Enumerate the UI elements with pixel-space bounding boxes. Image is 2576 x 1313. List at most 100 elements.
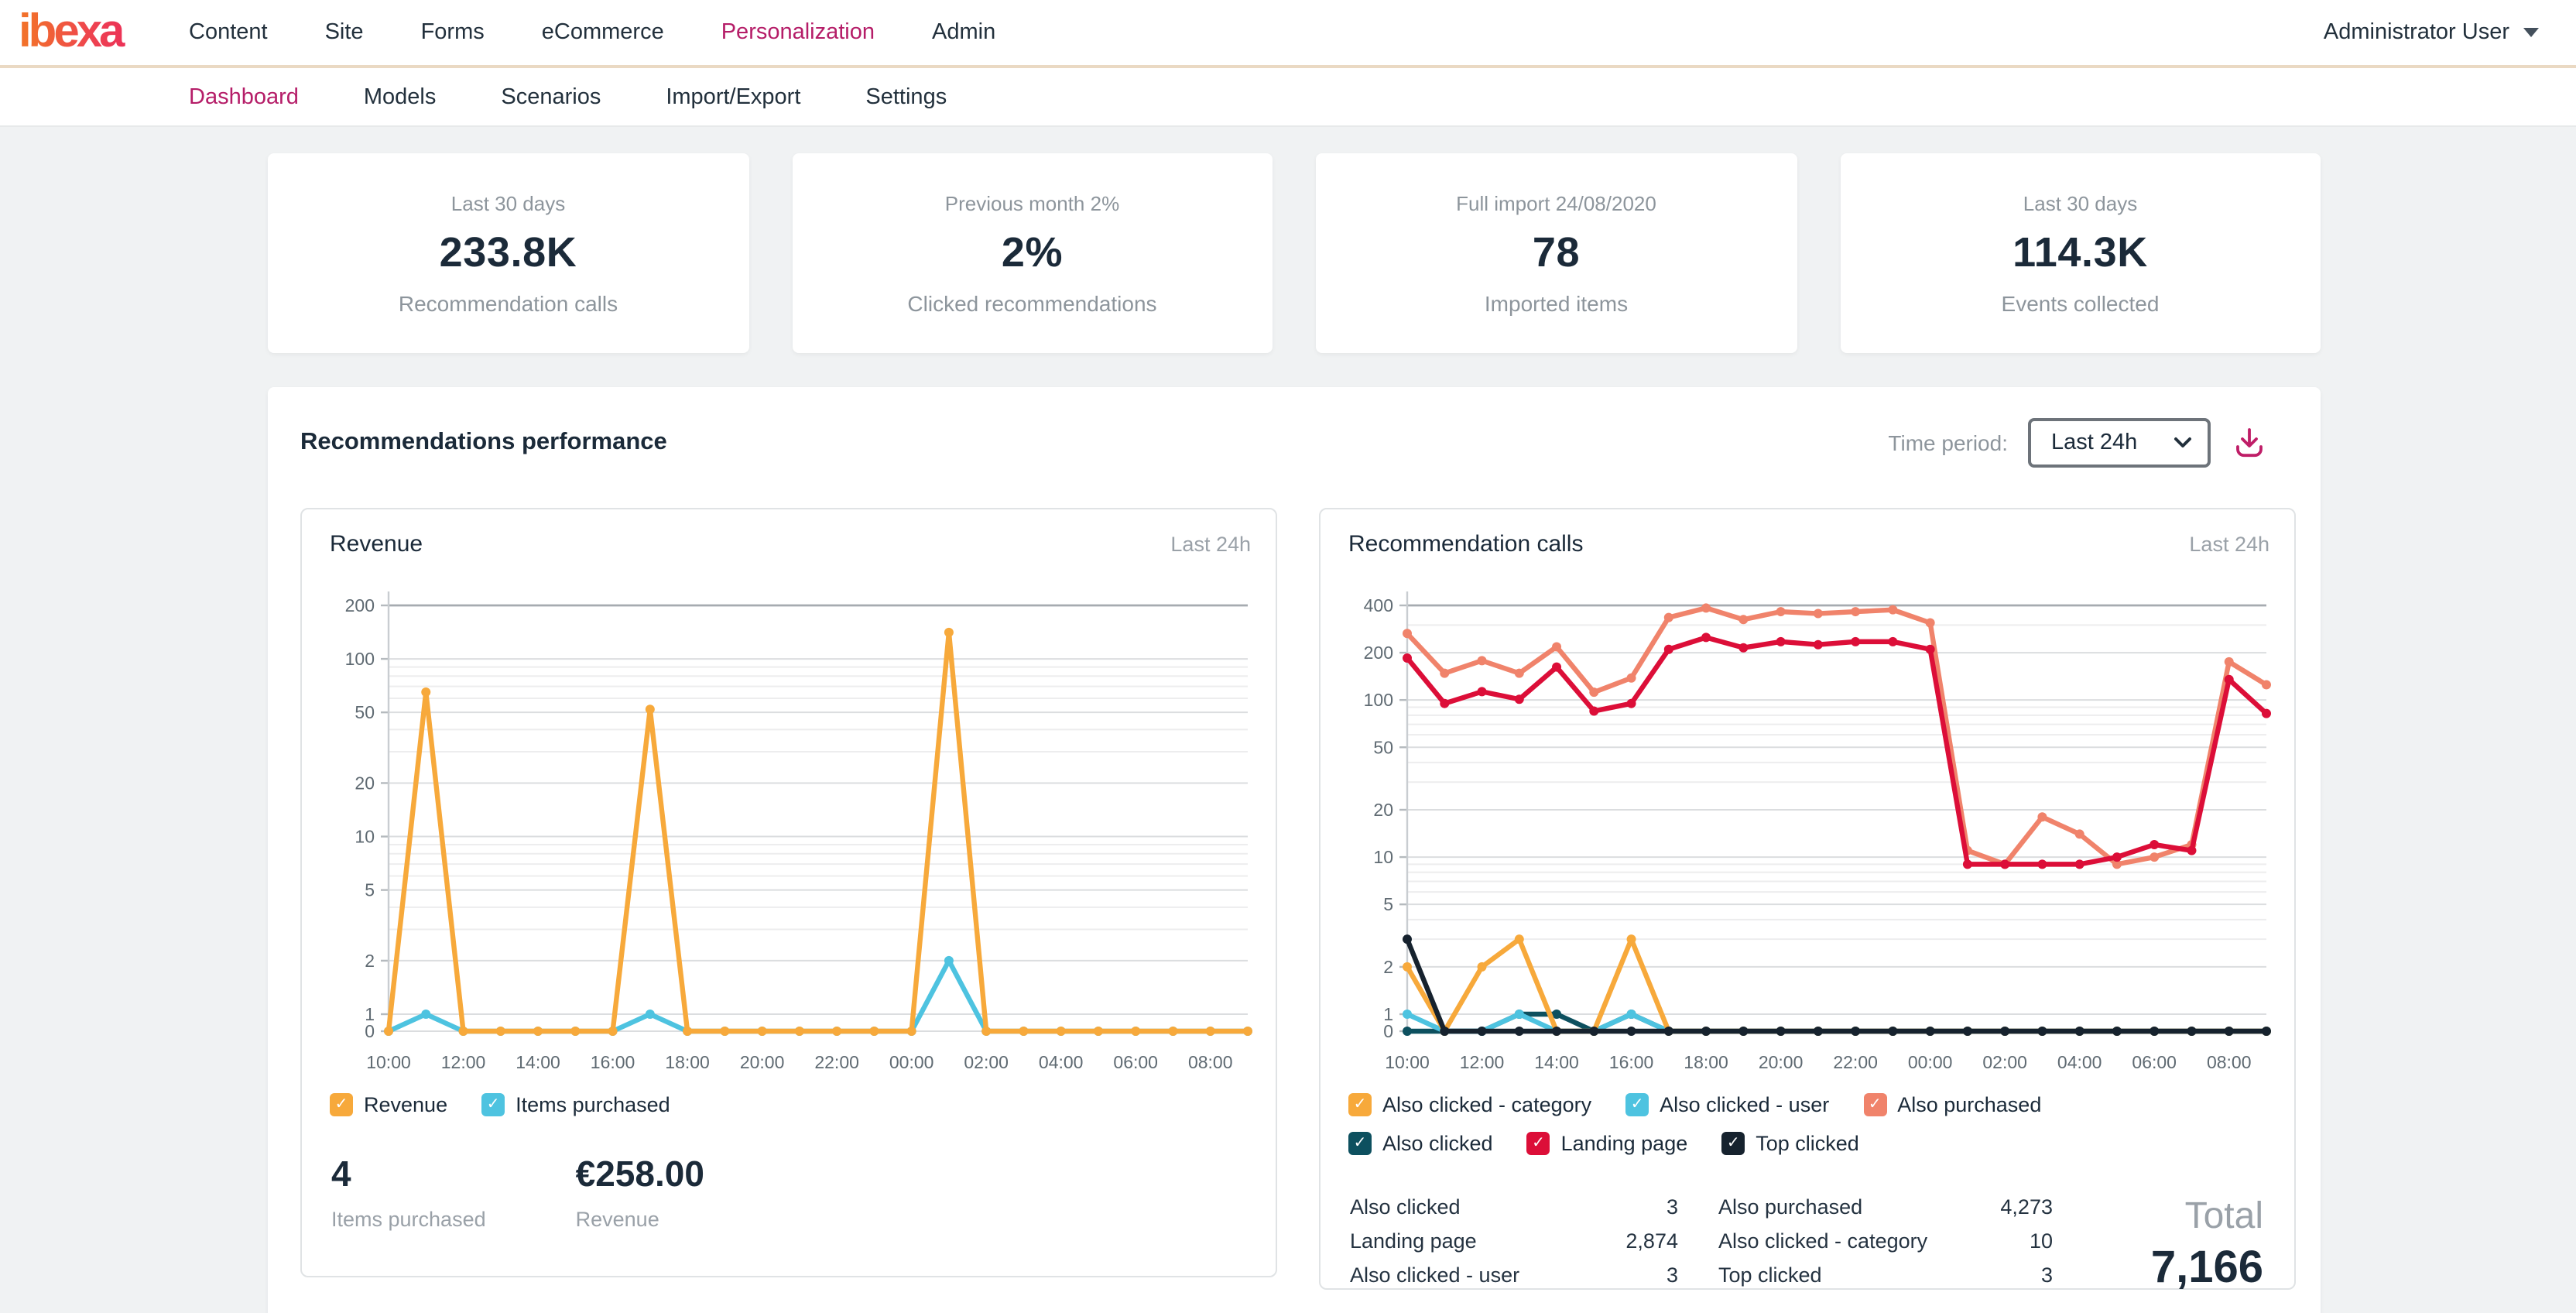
checkbox-checked-icon[interactable]: ✓ [1721, 1132, 1745, 1155]
summary-value: 4,273 [2000, 1195, 2053, 1219]
revenue-summary: 4 Items purchased €258.00 Revenue [324, 1154, 1254, 1231]
user-menu[interactable]: Administrator User [2324, 20, 2539, 45]
x-tick-label: 08:00 [2207, 1052, 2252, 1072]
nav-item-ecommerce[interactable]: eCommerce [541, 20, 664, 45]
series-point-top-clicked [1440, 1027, 1450, 1036]
recommendations-performance-section: Recommendations performance Time period:… [268, 387, 2321, 1313]
summary-label: Landing page [1350, 1229, 1477, 1253]
legend-item-also-clicked-user[interactable]: ✓ Also clicked - user [1625, 1093, 1829, 1116]
checkbox-checked-icon[interactable]: ✓ [1863, 1093, 1887, 1116]
time-period-select[interactable]: Last 24h [2028, 418, 2211, 468]
stat-card-events-collected: Last 30 days 114.3K Events collected [1840, 153, 2321, 353]
x-tick-label: 04:00 [1039, 1052, 1084, 1072]
y-tick-label: 50 [1373, 737, 1393, 757]
nav-item-content[interactable]: Content [189, 20, 268, 45]
calls-legend: ✓ Also clicked - category ✓ Also clicked - … [1342, 1093, 2209, 1155]
series-point-also-purchased [1888, 605, 1898, 615]
legend-item-revenue[interactable]: ✓ Revenue [330, 1093, 447, 1116]
series-point-top-clicked [1813, 1027, 1823, 1036]
series-point-also-purchased [2112, 859, 2122, 869]
checkbox-checked-icon[interactable]: ✓ [1348, 1132, 1372, 1155]
x-tick-label: 12:00 [1460, 1052, 1505, 1072]
section-header: Recommendations performance Time period:… [300, 418, 2296, 468]
series-point-revenue [645, 704, 655, 715]
series-point-landing-page [1776, 636, 1786, 646]
legend-item-items-purchased[interactable]: ✓ Items purchased [481, 1093, 670, 1116]
legend-item-also-clicked-category[interactable]: ✓ Also clicked - category [1348, 1093, 1591, 1116]
subnav-item-scenarios[interactable]: Scenarios [501, 84, 601, 109]
series-point-landing-page [1663, 644, 1673, 654]
legend-label: Landing page [1560, 1132, 1688, 1155]
ibexa-logo[interactable]: ibexa [19, 9, 189, 56]
y-tick-label: 10 [355, 827, 375, 847]
checkbox-checked-icon[interactable]: ✓ [481, 1093, 505, 1116]
total-block: Total 7,166 [2151, 1195, 2273, 1294]
y-tick-label: 400 [1364, 595, 1393, 615]
y-tick-label: 10 [1373, 847, 1393, 867]
series-point-landing-page [1403, 653, 1412, 663]
calls-chart-title: Recommendation calls [1348, 531, 1584, 557]
checkbox-checked-icon[interactable]: ✓ [1625, 1093, 1649, 1116]
legend-label: Also purchased [1897, 1093, 2042, 1116]
series-point-also-purchased [2262, 680, 2271, 690]
legend-item-also-purchased[interactable]: ✓ Also purchased [1863, 1093, 2041, 1116]
subnav-item-settings[interactable]: Settings [865, 84, 947, 109]
nav-item-personalization[interactable]: Personalization [721, 20, 875, 45]
sub-menu: Dashboard Models Scenarios Import/Export Set… [0, 68, 2576, 127]
series-point-revenue [906, 1027, 916, 1036]
series-point-also-clicked-user [1626, 1010, 1636, 1019]
y-tick-label: 200 [345, 595, 375, 615]
series-point-top-clicked [1552, 1027, 1562, 1036]
series-point-also-clicked [1403, 1027, 1412, 1036]
series-line-items-purchased [385, 958, 1251, 1034]
stat-value: 2% [1001, 228, 1064, 275]
calls-summary-table: Also clicked 3 Also purchased 4,273 Landing … [1350, 1195, 2053, 1294]
items-purchased-stat: 4 Items purchased [331, 1154, 486, 1231]
nav-item-admin[interactable]: Admin [932, 20, 996, 45]
subnav-item-dashboard[interactable]: Dashboard [189, 84, 299, 109]
legend-label: Also clicked - category [1382, 1093, 1592, 1116]
series-point-landing-page [2187, 845, 2197, 855]
series-point-revenue [981, 1027, 992, 1036]
summary-label: Top clicked [1718, 1263, 1822, 1287]
series-point-landing-page [1813, 639, 1823, 650]
series-point-top-clicked [1663, 1027, 1673, 1036]
series-point-landing-page [2000, 859, 2010, 869]
series-point-landing-page [1514, 694, 1524, 704]
series-point-revenue [458, 1027, 468, 1036]
series-point-revenue [1019, 1027, 1029, 1036]
series-point-top-clicked [1626, 1027, 1636, 1036]
legend-item-also-clicked[interactable]: ✓ Also clicked [1348, 1132, 1493, 1155]
series-point-landing-page [1440, 698, 1450, 708]
stat-label: Clicked recommendations [907, 290, 1157, 315]
checkbox-checked-icon[interactable]: ✓ [330, 1093, 353, 1116]
stat-period: Last 30 days [450, 191, 566, 214]
summary-spacer [1678, 1263, 1718, 1287]
series-point-landing-page [1626, 698, 1636, 708]
series-point-also-purchased [1626, 673, 1636, 683]
checkbox-checked-icon[interactable]: ✓ [1526, 1132, 1550, 1155]
summary-spacer [1678, 1229, 1718, 1253]
checkbox-checked-icon[interactable]: ✓ [1348, 1093, 1372, 1116]
nav-item-forms[interactable]: Forms [420, 20, 485, 45]
y-tick-label: 2 [1383, 957, 1393, 977]
x-tick-label: 10:00 [366, 1052, 411, 1072]
legend-item-top-clicked[interactable]: ✓ Top clicked [1721, 1132, 1859, 1155]
stat-value: 114.3K [2012, 228, 2148, 275]
nav-item-site[interactable]: Site [324, 20, 364, 45]
caret-down-icon [2523, 28, 2539, 37]
total-value: 7,166 [2150, 1243, 2263, 1293]
subnav-item-import-export[interactable]: Import/Export [666, 84, 801, 109]
stat-value: 78 [1532, 228, 1581, 275]
series-point-top-clicked [2074, 1027, 2084, 1036]
subnav-item-models[interactable]: Models [363, 84, 437, 109]
legend-item-landing-page[interactable]: ✓ Landing page [1526, 1132, 1688, 1155]
series-point-top-clicked [2224, 1027, 2234, 1036]
download-button[interactable] [2231, 423, 2268, 463]
series-point-top-clicked [1738, 1027, 1749, 1036]
stat-card-clicked-recommendations: Previous month 2% 2% Clicked recommendatio… [792, 153, 1273, 353]
summary-label: Also clicked - category [1718, 1229, 1928, 1253]
x-tick-label: 06:00 [1113, 1052, 1158, 1072]
series-point-top-clicked [1403, 934, 1412, 944]
series-point-top-clicked [2150, 1027, 2160, 1036]
